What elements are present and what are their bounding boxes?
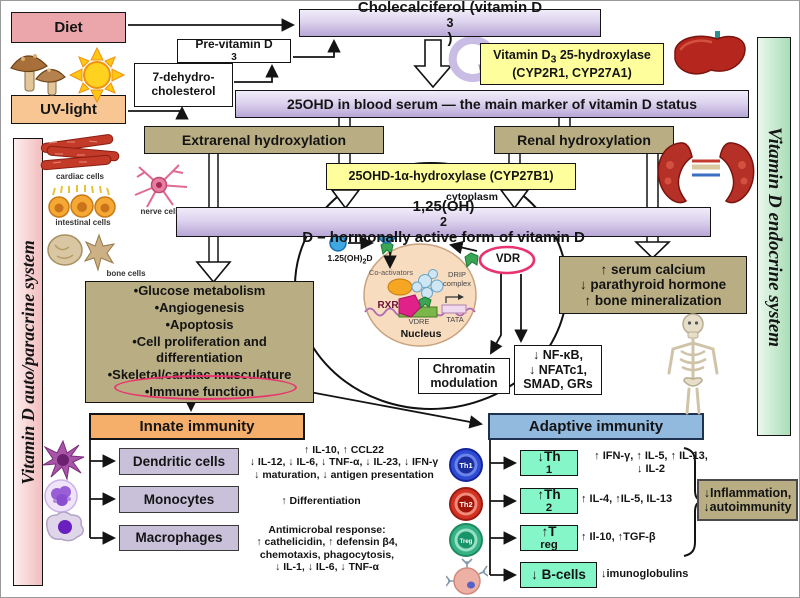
cholecalciferol-box: Cholecalciferol (vitamin D 3) bbox=[299, 1, 601, 47]
nerve-cell-icon bbox=[134, 164, 188, 208]
endocrine-system-bar: Vitamin D endocrine system bbox=[757, 37, 791, 436]
monocyte-icon bbox=[44, 479, 78, 513]
coactivator-blob bbox=[387, 278, 413, 296]
dendritic-effects-text: ↑ IL-10, ↑ CCL22 ↓ IL-12, ↓ IL-6, ↓ TNF-… bbox=[249, 444, 439, 481]
mushrooms-icon bbox=[10, 54, 66, 96]
monocytes-box: Monocytes bbox=[119, 486, 239, 513]
bone-effect-line: ↑ bone mineralization bbox=[584, 292, 722, 308]
th2-cell-icon: Th2 bbox=[449, 487, 483, 521]
vdr-oval bbox=[478, 245, 536, 275]
th1-effects-text: ↑ IFN-γ, ↑ IL-5, ↑ IL-13, ↓ IL-2 bbox=[594, 450, 708, 475]
vdr-receptor-shapes bbox=[380, 240, 479, 309]
signaling-line: SMAD, GRs bbox=[523, 377, 593, 392]
previtamin-to-cholecalciferol-arrow bbox=[293, 38, 341, 58]
skeleton-icon bbox=[667, 313, 719, 415]
liver-icon bbox=[674, 31, 746, 75]
drip-complex-shape bbox=[411, 269, 444, 299]
dehydrocholesterol-box: 7-dehydro-cholesterol bbox=[134, 63, 233, 107]
diet-box: Diet bbox=[11, 12, 126, 43]
bone-effect-line: ↑ serum calcium bbox=[600, 261, 706, 277]
ligand-label: 1.25(OH)2D bbox=[327, 253, 373, 266]
hydroxylase-enzymes: (CYP2R1, CYP27A1) bbox=[512, 66, 632, 81]
dehydro-to-previtamin-arrow bbox=[234, 63, 279, 83]
nerve-cell-label: nerve cell bbox=[140, 207, 178, 216]
hydroxylase-name: Vitamin D3 25-hydroxylase bbox=[493, 47, 651, 66]
double-line-connectors bbox=[208, 118, 659, 262]
endocrine-system-label: Vitamin D endocrine system bbox=[764, 126, 786, 347]
active-form-box: 1,25(OH) 2 D – hormonally active form of v… bbox=[176, 198, 711, 246]
macrophage-effects-text: Antimicrobal response: ↑ cathelicidin, ↑… bbox=[256, 524, 398, 574]
svg-text:Treg: Treg bbox=[460, 539, 473, 545]
cholecalciferol-down-arrow bbox=[413, 39, 453, 89]
function-item: •Glucose metabolism bbox=[133, 282, 266, 298]
macrophages-box: Macrophages bbox=[119, 525, 239, 551]
dendritic-cell-icon bbox=[42, 439, 85, 481]
svg-text:Th1: Th1 bbox=[459, 461, 472, 470]
signaling-box: ↓ NF-κB, ↓ NFATc1, SMAD, GRs bbox=[514, 345, 602, 395]
function-item: •Apoptosis bbox=[165, 316, 234, 332]
th2-box: ↑Th 2 bbox=[520, 487, 578, 514]
dendritic-cells-box: Dendritic cells bbox=[119, 448, 239, 475]
paracrine-system-label: Vitamin D auto/paracrine system bbox=[17, 239, 38, 485]
nucleus-label: Nucleus bbox=[400, 328, 442, 340]
b-cell-icon bbox=[446, 558, 488, 595]
b-cell-effects-text: ↓imunoglobulins bbox=[601, 568, 689, 580]
th2-effects-text: ↑ IL-4, ↑IL-5, IL-13 bbox=[581, 493, 673, 505]
extrarenal-hydroxylation-box: Extrarenal hydroxylation bbox=[144, 126, 384, 154]
hydroxylase-box: Vitamin D3 25-hydroxylase (CYP2R1, CYP27… bbox=[480, 43, 664, 85]
signaling-line: ↓ NF-κB, bbox=[532, 348, 584, 363]
immune-to-adaptive-arrow bbox=[298, 389, 483, 429]
uv-to-dehydro-arrow bbox=[128, 105, 189, 120]
hydroxylase-cycle-arrow bbox=[448, 36, 493, 82]
th1-cell-icon: Th1 bbox=[449, 448, 483, 482]
alpha-hydroxylase-box: 25OHD-1α-hydroxylase (CYP27B1) bbox=[326, 163, 576, 190]
kidneys-icon bbox=[657, 142, 755, 204]
uv-light-box: UV-light bbox=[11, 95, 126, 124]
vdre-label: VDRE bbox=[408, 317, 430, 326]
treg-effects-text: ↑ Il-10, ↑TGF-β bbox=[581, 531, 656, 543]
vdr-label: VDR bbox=[495, 253, 521, 265]
cardiac-cells-icon bbox=[40, 134, 120, 171]
rxr-label: RXR bbox=[377, 300, 399, 311]
function-item: •Angiogenesis bbox=[154, 299, 245, 315]
chromatin-modulation-box: Chromatin modulation bbox=[418, 358, 510, 394]
cytoplasm-label: cytoplasm bbox=[446, 191, 498, 203]
b-cells-box: ↓ B-cells bbox=[520, 562, 597, 588]
tata-box bbox=[441, 304, 467, 314]
bone-cells-label: bone cells bbox=[106, 269, 146, 278]
signaling-line: ↓ NFATc1, bbox=[529, 362, 587, 377]
intestinal-cells-icon bbox=[48, 185, 116, 218]
function-item: •Cell proliferation and differentiation bbox=[132, 333, 267, 366]
hollow-arrows bbox=[195, 39, 671, 284]
treg-cell-icon: Treg bbox=[449, 523, 483, 557]
innate-immunity-box: Innate immunity bbox=[89, 413, 305, 440]
macrophage-icon bbox=[45, 511, 84, 542]
drip-complex-label: DRIP complex bbox=[443, 270, 471, 288]
renal-hydroxylation-box: Renal hydroxylation bbox=[494, 126, 674, 154]
monocyte-effects-text: ↑ Differentiation bbox=[281, 495, 361, 507]
coactivators-label: Co-activators bbox=[368, 268, 414, 277]
nucleus-shape bbox=[363, 243, 477, 347]
paracrine-system-bar: Vitamin D auto/paracrine system bbox=[13, 138, 43, 586]
transcription-arrow bbox=[445, 296, 458, 303]
serum-marker-box: 25OHD in blood serum — the main marker o… bbox=[235, 90, 749, 118]
svg-text:Th2: Th2 bbox=[459, 500, 472, 509]
tata-label: TATA bbox=[446, 315, 464, 324]
immune-function-highlight-ellipse bbox=[114, 375, 297, 400]
cardiac-cells-label: cardiac cells bbox=[55, 172, 105, 181]
bone-effects-box: ↑ serum calcium ↓ parathyroid hormone ↑ … bbox=[559, 256, 747, 314]
sun-icon bbox=[69, 47, 125, 103]
treg-box: ↑T reg bbox=[520, 524, 578, 551]
adaptive-immunity-box: Adaptive immunity bbox=[488, 413, 704, 440]
th1-box: ↓Th 1 bbox=[520, 449, 578, 476]
bone-effect-line: ↓ parathyroid hormone bbox=[579, 277, 727, 293]
inflammation-outcome-box: ↓Inflammation, ↓autoimmunity bbox=[697, 479, 798, 521]
rxr-shape bbox=[398, 294, 422, 318]
intestinal-cells-label: intestinal cells bbox=[55, 218, 111, 227]
bone-cells-icon bbox=[47, 233, 116, 272]
